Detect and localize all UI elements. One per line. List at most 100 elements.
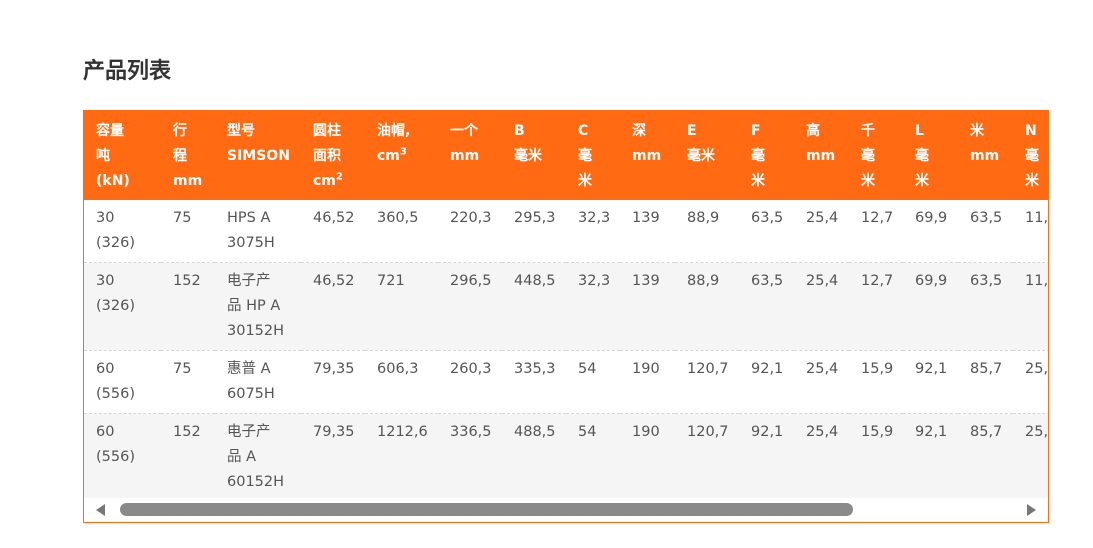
column-header-label: N <box>1025 123 1037 139</box>
cell-line: 92,1 <box>915 424 948 440</box>
cell-line: 448,5 <box>514 273 556 289</box>
cell-line: 69,9 <box>915 273 948 289</box>
table-cell: 32,3 <box>566 262 620 351</box>
table-row: 30 (326) 152 电子产品 HP A 30152H 46,52 721 296,5 44… <box>84 262 1048 351</box>
horizontal-scrollbar[interactable] <box>84 498 1048 522</box>
cell-line: 488,5 <box>514 424 556 440</box>
column-header-label: 吨 <box>96 148 110 164</box>
table-cell: 1212,6 <box>365 413 438 502</box>
cell-line: 260,3 <box>450 361 492 377</box>
cell-line: 139 <box>632 273 660 289</box>
column-header-label: 米 <box>1025 173 1039 189</box>
column-header-label: 程 <box>173 148 187 164</box>
table-cell: 139 <box>620 262 675 351</box>
table-cell: 75 <box>161 351 215 414</box>
table-cell: 30 (326) <box>84 262 161 351</box>
product-table-container[interactable]: 容量吨 (kN) 行程 mm 型号 SIMSON 圆柱 面积 cm2 油帽, cm3 一个 mm B 毫米… <box>83 110 1049 523</box>
cell-line: 电子产 <box>227 273 271 289</box>
cell-line: 63,5 <box>751 210 784 226</box>
table-cell: 11,4 <box>1013 200 1048 263</box>
column-header-label: 米 <box>861 173 875 189</box>
cell-line: 25,4 <box>806 273 839 289</box>
table-cell: 电子产品 A 60152H <box>215 413 301 502</box>
table-row: 60 (556) 152 电子产品 A 60152H 79,35 1212,6 336,5 48… <box>84 413 1049 502</box>
column-header-label: mm <box>632 148 662 164</box>
table-cell: 32,3 <box>566 200 620 263</box>
cell-line: 品 HP A <box>227 298 281 314</box>
cell-line: 721 <box>377 273 405 289</box>
cell-line: 190 <box>632 361 660 377</box>
column-header-label: 高 <box>806 123 820 139</box>
column-header-label: mm <box>806 148 836 164</box>
table-cell: 721 <box>365 262 438 351</box>
column-header-label: 毫 <box>915 148 929 164</box>
column-header-label: 毫 <box>1025 148 1039 164</box>
column-header: 容量吨 (kN) <box>84 111 161 200</box>
cell-line: 3075H <box>227 235 275 251</box>
cell-line: (326) <box>96 298 135 314</box>
column-header: 行程 mm <box>161 111 215 200</box>
table-cell: 335,3 <box>502 351 566 414</box>
column-header-label: 毫 <box>578 148 592 164</box>
table-cell: 46,52 <box>301 262 365 351</box>
cell-line: 75 <box>173 210 192 226</box>
column-header-label: 毫 <box>751 148 765 164</box>
column-header-label: 容量 <box>96 123 124 139</box>
cell-line: 220,3 <box>450 210 492 226</box>
table-cell: 25,4 <box>1013 351 1048 414</box>
table-cell: 54 <box>566 351 620 414</box>
cell-line: 69,9 <box>915 210 948 226</box>
cell-line: 336,5 <box>450 424 492 440</box>
cell-line: 12,7 <box>861 273 894 289</box>
cell-line: 63,5 <box>751 273 784 289</box>
cell-line: 120,7 <box>687 424 729 440</box>
table-cell: 88,9 <box>675 200 739 263</box>
cell-line: 6075H <box>227 386 275 402</box>
page-title: 产品列表 <box>83 59 172 84</box>
cell-line: 60152H <box>227 474 285 490</box>
column-header-unit: cm3 <box>377 146 407 164</box>
column-header-label: 深 <box>632 123 646 139</box>
cell-line: 46,52 <box>313 273 355 289</box>
scroll-left-arrow-icon[interactable] <box>96 504 105 516</box>
cell-line: 79,35 <box>313 361 355 377</box>
unit-superscript: 2 <box>335 171 343 183</box>
table-cell: 79,35 <box>301 351 365 414</box>
unit-superscript: 3 <box>399 146 407 158</box>
column-header-label: F <box>751 123 761 139</box>
cell-line: 1212,6 <box>377 424 428 440</box>
cell-line: 92,1 <box>751 361 784 377</box>
table-cell: 12,7 <box>849 262 903 351</box>
table-cell: 63,5 <box>739 200 794 263</box>
table-cell: 25,4 <box>1013 413 1049 502</box>
scrollbar-thumb[interactable] <box>120 503 853 516</box>
cell-line: 88,9 <box>687 210 720 226</box>
table-cell: 190 <box>620 351 675 414</box>
column-header-label: 一个 <box>450 123 478 139</box>
table-cell: 15,9 <box>849 351 903 414</box>
table-cell: 88,9 <box>675 262 739 351</box>
cell-line: 25,4 <box>806 210 839 226</box>
scroll-right-arrow-icon[interactable] <box>1027 504 1036 516</box>
cell-line: 54 <box>578 424 597 440</box>
cell-line: 32,3 <box>578 273 611 289</box>
table-cell: 336,5 <box>438 413 502 502</box>
cell-line: 85,7 <box>970 361 1003 377</box>
cell-line: 120,7 <box>687 361 729 377</box>
cell-line: 92,1 <box>751 424 784 440</box>
cell-line: 60 <box>96 424 115 440</box>
table-cell: 63,5 <box>958 200 1013 263</box>
column-header-label: mm <box>450 148 480 164</box>
cell-line: 46,52 <box>313 210 355 226</box>
column-header-label: 千 <box>861 123 875 139</box>
column-header-label: C <box>578 123 589 139</box>
table-row: 60 (556) 75 惠普 A 6075H 79,35 606,3 260,3 335,3 54… <box>84 351 1048 414</box>
table-cell: HPS A 3075H <box>215 200 301 263</box>
table-cell: 69,9 <box>903 262 958 351</box>
column-header: 高 mm <box>794 111 849 200</box>
cell-line: 品 A <box>227 449 257 465</box>
cell-line: (556) <box>96 386 135 402</box>
cell-line: 92,1 <box>915 361 948 377</box>
column-header-label: 米 <box>915 173 929 189</box>
cell-line: 25,4 <box>1025 424 1049 440</box>
